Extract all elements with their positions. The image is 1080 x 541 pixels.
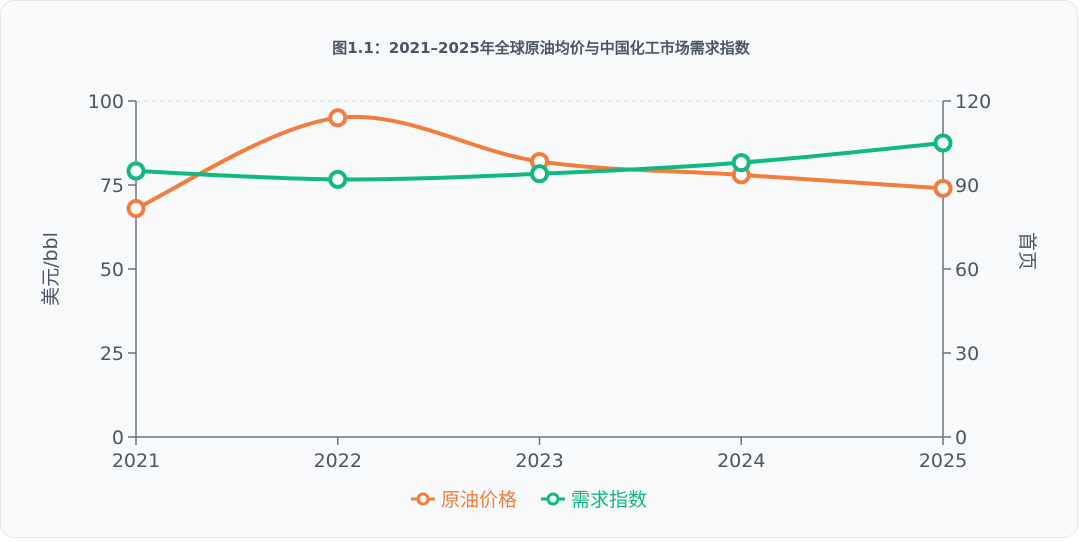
- y-left-tick-label: 25: [100, 343, 124, 365]
- y-left-tick-label: 0: [112, 427, 124, 449]
- data-point-2: [126, 161, 146, 181]
- data-point-1: [328, 108, 348, 128]
- x-tick-label: 2025: [919, 450, 967, 472]
- data-point-2: [933, 133, 953, 153]
- x-tick-label: 2022: [314, 450, 362, 472]
- y-left-tick-label: 75: [100, 175, 124, 197]
- data-point-2: [328, 169, 348, 189]
- data-point-2: [731, 153, 751, 173]
- legend-label-2: 需求指数: [571, 489, 647, 511]
- y-right-tick-label: 120: [955, 91, 991, 113]
- legend-label-1: 原油价格: [441, 489, 517, 511]
- x-tick-label: 2021: [112, 450, 160, 472]
- y-right-tick-label: 30: [955, 343, 979, 365]
- y-axis-left-label: 美元/bbl: [40, 232, 62, 306]
- series: [126, 108, 953, 219]
- axes: 0 25 50 75 100 0 30 60 90 120 2021 2022 2023 2024 2025: [88, 91, 992, 472]
- legend-marker-2: [546, 492, 560, 506]
- y-right-tick-label: 90: [955, 175, 979, 197]
- y-right-tick-label: 0: [955, 427, 967, 449]
- x-tick-label: 2024: [717, 450, 765, 472]
- data-point-2: [530, 164, 549, 184]
- y-right-tick-label: 60: [955, 259, 979, 281]
- data-point-1: [933, 178, 953, 198]
- y-left-tick-label: 100: [88, 91, 124, 113]
- legend-marker-1: [416, 492, 430, 506]
- y-axis-right-label: 首页: [1016, 232, 1038, 270]
- x-tick-label: 2023: [515, 450, 563, 472]
- legend: 原油价格 需求指数: [411, 489, 647, 511]
- data-point-1: [126, 199, 146, 219]
- y-left-tick-label: 50: [100, 259, 124, 281]
- chart-title: 图1.1：2021–2025年全球原油均价与中国化工市场需求指数: [332, 39, 751, 57]
